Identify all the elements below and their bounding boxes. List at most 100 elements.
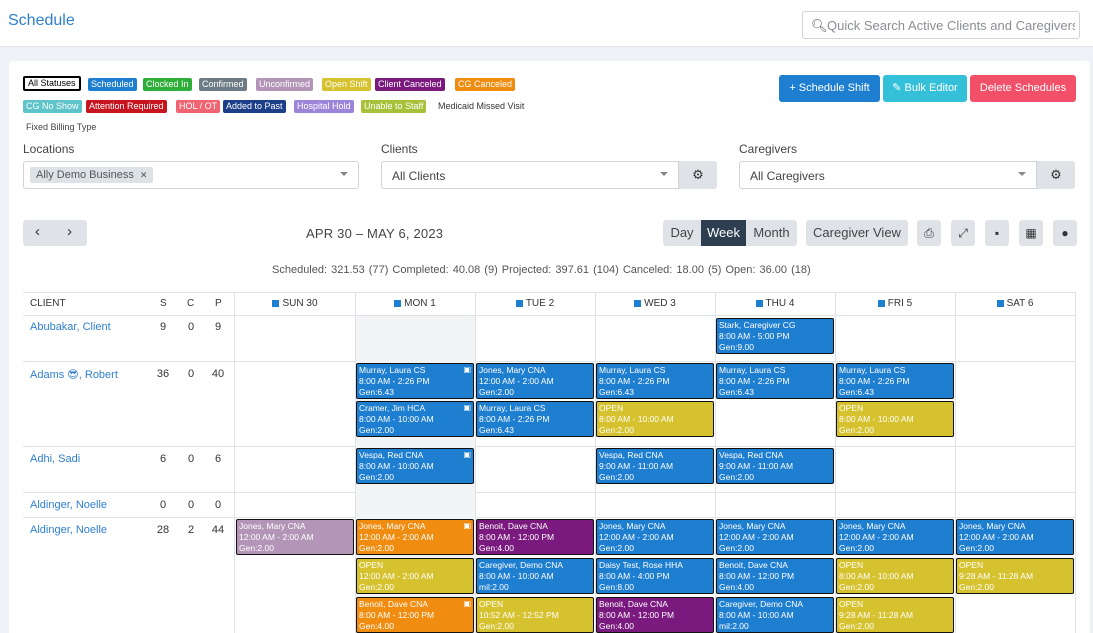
clients-settings-button[interactable]: ⚙ [679,161,717,189]
status-confirmed[interactable]: Confirmed [199,78,247,91]
status-added-to-past[interactable]: Added to Past [223,100,286,113]
status-cg-no-show[interactable]: CG No Show [23,100,82,113]
chevron-right-icon[interactable]: › [67,223,72,240]
status-attention-required[interactable]: Attention Required [86,100,167,113]
shift-block[interactable]: Jones, Mary CNA 12:00 AM - 2:00 AM Gen:2.0… [596,519,714,556]
status-clocked-in[interactable]: Clocked In [143,78,192,91]
shift-line: mil:2.00 [719,620,749,631]
shift-block[interactable]: Murray, Laura CS 8:00 AM - 2:26 PM Gen:6.4… [596,363,714,400]
shift-block[interactable]: Benoit, Dave CNA 8:00 AM - 12:00 PM Gen:4.… [356,597,474,633]
shift-block[interactable]: OPEN 8:00 AM - 10:00 AM Gen:2.00 [596,401,714,438]
status-medicaid-missed[interactable]: Medicaid Missed Visit [438,101,525,111]
day-header-fri[interactable]: FRI 5 [835,298,955,309]
day-header-sun[interactable]: SUN 30 [235,298,355,309]
status-hospital-hold[interactable]: Hospital Hold [294,100,354,113]
shift-line: Murray, Laura CS [359,365,426,375]
caregivers-settings-button[interactable]: ⚙ [1037,161,1075,189]
status-client-canceled[interactable]: Client Canceled [375,78,445,91]
notes-button[interactable]: ▪ [985,220,1009,246]
caregiver-view-button[interactable]: Caregiver View [806,220,908,246]
shift-block[interactable]: Stark, Caregiver CG 8:00 AM - 5:00 PM Gen:… [716,318,834,355]
remove-tag-icon[interactable]: ✕ [139,170,148,180]
shift-line: 12:00 AM - 2:00 AM [479,375,554,386]
shift-line: Jones, Mary CNA [719,521,786,531]
shift-block[interactable]: Caregiver, Demo CNA 8:00 AM - 10:00 AM mil… [716,597,834,633]
shift-block[interactable]: Murray, Laura CS 8:00 AM - 2:26 PM Gen:6.4… [716,363,834,400]
shift-block[interactable]: Murray, Laura CS 8:00 AM - 2:26 PM Gen:6.4… [836,363,954,400]
shift-line: Gen:2.00 [359,471,394,482]
status-cg-canceled[interactable]: CG Canceled [455,78,516,91]
shift-line: Jones, Mary CNA [359,521,426,531]
client-link[interactable]: Aldinger, Noelle [30,524,108,536]
shift-block[interactable]: OPEN 8:00 AM - 10:00 AM Gen:2.00 [836,558,954,595]
projected-count: 44 [211,524,225,536]
status-all[interactable]: All Statuses [23,76,81,91]
shift-block[interactable]: Murray, Laura CS 8:00 AM - 2:26 PM Gen:6.4… [476,401,594,438]
shift-block[interactable]: Cramer, Jim HCA 8:00 AM - 10:00 AM Gen:2.0… [356,401,474,438]
shift-block[interactable]: OPEN 8:00 AM - 10:00 AM Gen:2.00 [836,401,954,438]
shift-block[interactable]: Jones, Mary CNA 12:00 AM - 2:00 AM Gen:2.0… [716,519,834,556]
shift-block[interactable]: Murray, Laura CS 8:00 AM - 2:26 PM Gen:6.4… [356,363,474,400]
shift-block[interactable]: OPEN 9:28 AM - 11:28 AM Gen:2.00 [836,597,954,633]
shift-block[interactable]: Vespa, Red CNA 8:00 AM - 10:00 AM Gen:2.00… [356,448,474,485]
shift-line: 8:00 AM - 12:00 PM [599,609,675,620]
day-header-sat[interactable]: SAT 6 [955,298,1075,309]
shift-line: 12:00 AM - 2:00 AM [959,531,1034,542]
client-link[interactable]: Adhi, Sadi [30,453,81,465]
day-label: FRI 5 [887,298,913,309]
bulk-editor-button[interactable]: ✎ Bulk Editor [883,75,967,102]
shift-block[interactable]: Jones, Mary CNA 12:00 AM - 2:00 AM Gen:2.0… [356,519,474,556]
shift-block[interactable]: Jones, Mary CNA 12:00 AM - 2:00 AM Gen:2.0… [836,519,954,556]
delete-schedules-button[interactable]: Delete Schedules [970,75,1076,102]
map-button[interactable]: ● [1053,220,1077,246]
day-header-thu[interactable]: THU 4 [715,298,835,309]
client-link[interactable]: Aldinger, Noelle [30,499,108,511]
shift-block[interactable]: Jones, Mary CNA 12:00 AM - 2:00 AM Gen:2.0… [956,519,1074,556]
calendar-button[interactable]: ▦ [1019,220,1043,246]
chevron-down-icon [660,172,668,176]
schedule-shift-button[interactable]: + Schedule Shift [779,75,880,102]
quick-search-input[interactable] [827,15,1075,35]
view-day-button[interactable]: Day [663,220,701,246]
quick-search[interactable]: 🔍︎ [802,11,1080,39]
shift-line: 8:00 AM - 10:00 AM [359,460,434,471]
shift-block[interactable]: Vespa, Red CNA 9:00 AM - 11:00 AM Gen:2.00 [596,448,714,485]
shift-block[interactable]: Benoit, Dave CNA 8:00 AM - 12:00 PM Gen:4.… [596,597,714,633]
caregivers-select[interactable]: All Caregivers [739,161,1037,189]
shift-line: Gen:4.00 [479,542,514,553]
fullscreen-button[interactable]: ⤢ [951,220,975,246]
shift-line: Gen:2.00 [359,581,394,592]
shift-block[interactable]: Benoit, Dave CNA 8:00 AM - 12:00 PM Gen:4.… [476,519,594,556]
shift-block[interactable]: Jones, Mary CNA 12:00 AM - 2:00 AM Gen:2.0… [476,363,594,400]
view-week-button[interactable]: Week [701,220,746,246]
shift-line: Gen:2.00 [839,620,874,631]
status-scheduled[interactable]: Scheduled [88,78,137,91]
expand-icon: ⤢ [958,226,968,240]
clients-select[interactable]: All Clients [381,161,679,189]
scheduled-count: 28 [156,524,170,536]
note-icon: ▪ [994,226,1000,240]
day-header-wed[interactable]: WED 3 [595,298,715,309]
client-link[interactable]: Adams 😎, Robert [30,369,118,381]
shift-block[interactable]: OPEN 12:00 AM - 2:00 AM Gen:2.00 [356,558,474,595]
shift-block[interactable]: OPEN 10:52 AM - 12:52 PM Gen:2.00 [476,597,594,633]
day-header-mon[interactable]: MON 1 [355,298,475,309]
shift-block[interactable]: OPEN 9:28 AM - 11:28 AM Gen:2.00 [956,558,1074,595]
shift-line: 8:00 AM - 2:26 PM [359,375,430,386]
day-header-tue[interactable]: TUE 2 [475,298,595,309]
chevron-left-icon[interactable]: ‹ [35,223,40,240]
shift-line: Gen:6.43 [599,386,634,397]
client-link[interactable]: Abubakar, Client [30,321,111,333]
status-open-shift[interactable]: Open Shift [322,78,371,91]
shift-block[interactable]: Daisy Test, Rose HHA 8:00 AM - 4:00 PM Gen… [596,558,714,595]
shift-block[interactable]: Jones, Mary CNA 12:00 AM - 2:00 AM Gen:2.0… [236,519,354,556]
status-unconfirmed[interactable]: Unconfirmed [256,78,314,91]
view-month-button[interactable]: Month [746,220,797,246]
locations-select[interactable]: Ally Demo Business ✕ [23,161,359,189]
shift-block[interactable]: Vespa, Red CNA 9:00 AM - 11:00 AM Gen:2.00 [716,448,834,485]
shift-block[interactable]: Caregiver, Demo CNA 8:00 AM - 10:00 AM mil… [476,558,594,595]
status-hol-ot[interactable]: HOL / OT [176,100,221,113]
shift-block[interactable]: Benoit, Dave CNA 8:00 AM - 12:00 PM Gen:4.… [716,558,834,595]
status-unable-to-staff[interactable]: Unable to Staff [361,100,427,113]
print-button[interactable]: ⎙ [917,220,941,246]
